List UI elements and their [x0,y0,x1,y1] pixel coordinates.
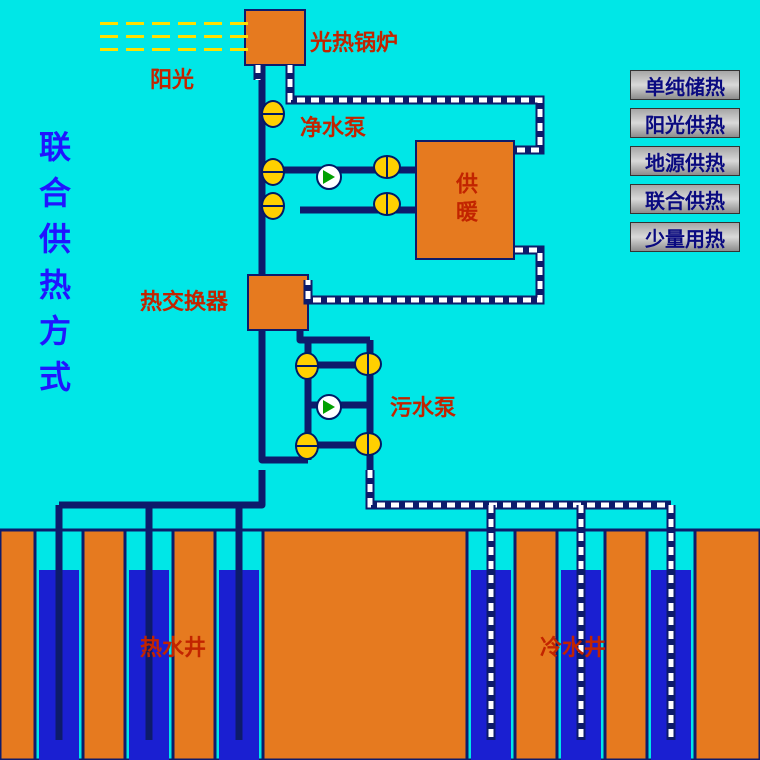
valve-icon [354,432,382,456]
label-sunlight: 阳光 [150,62,194,94]
menu-panel: 单纯储热阳光供热地源供热联合供热少量用热 [630,70,740,252]
menu-button-1[interactable]: 阳光供热 [630,108,740,138]
pump-icon [316,164,342,190]
valve-icon [295,352,319,380]
pump-icon [316,394,342,420]
valve-icon [373,192,401,216]
page-title-vertical: 联合供热方式 [30,130,76,406]
heating-box: 供暖 [415,140,515,260]
valve-icon [295,432,319,460]
label-cold-well: 冷水井 [540,630,606,662]
valve-icon [261,158,285,186]
valve-icon [354,352,382,376]
label-sewage-pump: 污水泵 [390,390,456,422]
menu-button-4[interactable]: 少量用热 [630,222,740,252]
label-heating: 供暖 [449,172,481,228]
label-heat-exchanger: 热交换器 [140,284,228,316]
valve-icon [373,155,401,179]
valve-icon [261,192,285,220]
menu-button-2[interactable]: 地源供热 [630,146,740,176]
label-hot-well: 热水井 [140,630,206,662]
label-clean-pump: 净水泵 [300,110,366,142]
menu-button-3[interactable]: 联合供热 [630,184,740,214]
menu-button-0[interactable]: 单纯储热 [630,70,740,100]
sun-rays [100,22,248,51]
valve-icon [261,100,285,128]
label-solar-boiler: 光热锅炉 [310,25,398,57]
